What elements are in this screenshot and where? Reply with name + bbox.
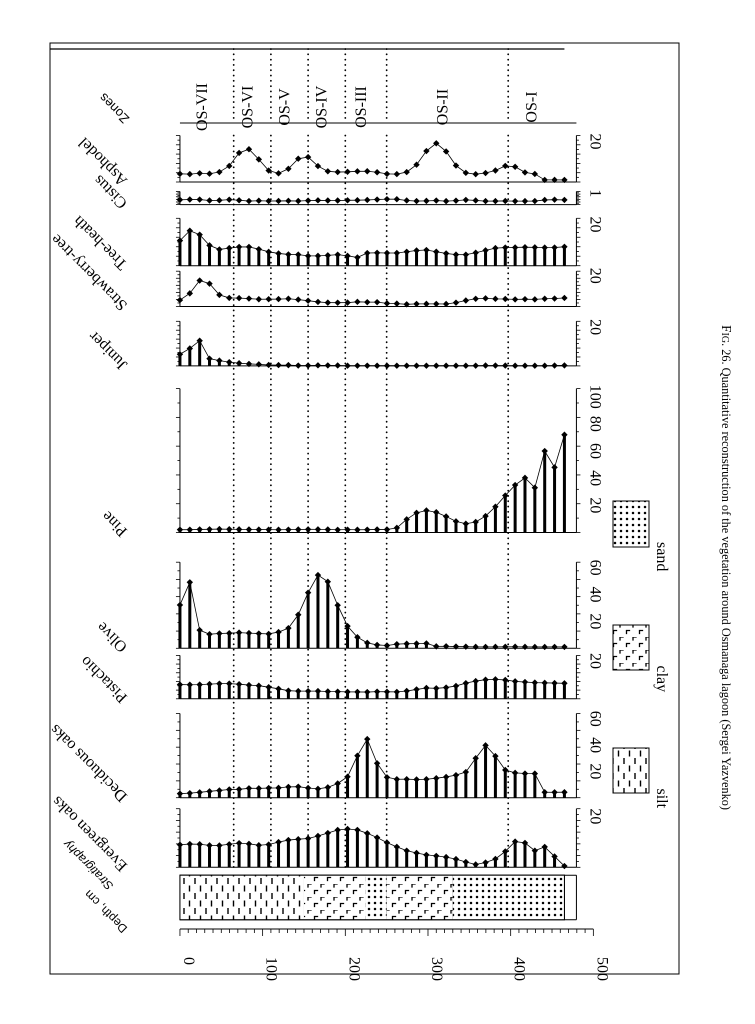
svg-text:Deciduous oaks: Deciduous oaks [47, 721, 131, 805]
svg-text:400: 400 [511, 957, 528, 981]
svg-text:Olive: Olive [94, 618, 131, 655]
svg-text:OS-VII: OS-VII [194, 83, 211, 131]
svg-text:40: 40 [586, 586, 603, 602]
svg-text:100: 100 [263, 957, 280, 981]
svg-text:OS-VI: OS-VI [239, 86, 256, 129]
svg-text:100: 100 [586, 385, 603, 409]
svg-text:20: 20 [586, 319, 603, 335]
svg-text:0: 0 [180, 957, 197, 965]
svg-text:Pistachio: Pistachio [77, 652, 131, 706]
svg-text:20: 20 [586, 763, 603, 779]
svg-text:20: 20 [586, 134, 603, 150]
svg-text:OS-V: OS-V [277, 88, 294, 126]
svg-text:40: 40 [586, 470, 603, 486]
svg-text:OS-IV: OS-IV [314, 85, 331, 128]
svg-text:20: 20 [586, 216, 603, 232]
svg-text:OS-II: OS-II [434, 89, 451, 125]
svg-text:20: 20 [586, 653, 603, 669]
svg-text:OS-III: OS-III [353, 86, 370, 128]
svg-text:silt: silt [653, 789, 670, 809]
svg-text:20: 20 [586, 497, 603, 513]
svg-text:FIG. 26. Quantitative reconstr: FIG. 26. Quantitative reconstruction of … [719, 325, 734, 810]
svg-text:20: 20 [586, 613, 603, 629]
svg-text:40: 40 [586, 737, 603, 753]
svg-text:80: 80 [586, 416, 603, 432]
svg-text:OS-I: OS-I [523, 91, 540, 122]
svg-text:60: 60 [586, 560, 603, 576]
svg-text:clay: clay [653, 666, 670, 693]
svg-text:1: 1 [586, 189, 603, 197]
svg-text:20: 20 [586, 808, 603, 824]
svg-text:60: 60 [586, 711, 603, 727]
svg-text:sand: sand [653, 542, 670, 571]
svg-text:Zones: Zones [96, 90, 133, 127]
svg-text:300: 300 [428, 957, 445, 981]
svg-text:200: 200 [345, 957, 362, 981]
svg-text:60: 60 [586, 443, 603, 459]
svg-text:Juniper: Juniper [85, 327, 131, 373]
svg-text:500: 500 [593, 957, 610, 981]
svg-text:20: 20 [586, 268, 603, 284]
svg-text:Depth, cm: Depth, cm [82, 887, 131, 936]
svg-text:Pine: Pine [99, 508, 131, 540]
